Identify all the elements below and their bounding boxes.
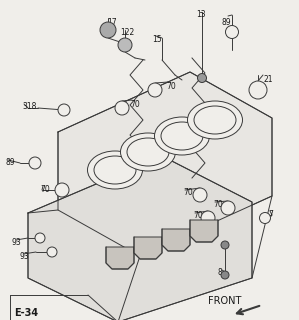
Text: 13: 13	[196, 10, 206, 19]
Text: 70: 70	[193, 211, 203, 220]
Text: 89: 89	[5, 158, 15, 167]
Ellipse shape	[187, 101, 242, 139]
Text: 70: 70	[40, 185, 50, 194]
Text: 70: 70	[166, 82, 176, 91]
Ellipse shape	[155, 117, 210, 155]
Text: 15: 15	[152, 35, 162, 44]
Ellipse shape	[127, 138, 169, 166]
Text: E-34: E-34	[14, 308, 38, 318]
Circle shape	[193, 188, 207, 202]
Text: 122: 122	[120, 28, 134, 37]
Circle shape	[118, 38, 132, 52]
Circle shape	[221, 241, 229, 249]
Circle shape	[29, 157, 41, 169]
Polygon shape	[28, 156, 252, 320]
Circle shape	[225, 26, 239, 38]
Circle shape	[47, 247, 57, 257]
Circle shape	[100, 22, 116, 38]
Polygon shape	[162, 229, 190, 251]
Text: 318: 318	[22, 102, 36, 111]
Circle shape	[172, 230, 181, 239]
Circle shape	[55, 183, 69, 197]
Text: 70: 70	[213, 200, 223, 209]
Circle shape	[260, 212, 271, 223]
Text: 89: 89	[221, 18, 231, 27]
Circle shape	[249, 81, 267, 99]
Text: 70: 70	[183, 188, 193, 197]
Ellipse shape	[94, 156, 136, 184]
Ellipse shape	[120, 133, 176, 171]
Circle shape	[35, 233, 45, 243]
Circle shape	[199, 221, 208, 230]
Text: 70: 70	[130, 100, 140, 109]
Circle shape	[58, 104, 70, 116]
Polygon shape	[58, 72, 272, 256]
Circle shape	[144, 238, 152, 247]
Ellipse shape	[161, 122, 203, 150]
Text: 93: 93	[12, 238, 22, 247]
Text: 93: 93	[20, 252, 30, 261]
Circle shape	[201, 211, 215, 225]
Polygon shape	[190, 220, 218, 242]
Ellipse shape	[88, 151, 143, 189]
Polygon shape	[106, 247, 134, 269]
Ellipse shape	[194, 106, 236, 134]
Circle shape	[221, 271, 229, 279]
Text: 21: 21	[263, 75, 272, 84]
Circle shape	[115, 249, 124, 258]
Circle shape	[198, 74, 207, 83]
Circle shape	[148, 83, 162, 97]
Text: 7: 7	[268, 210, 273, 219]
Polygon shape	[134, 237, 162, 259]
Circle shape	[115, 101, 129, 115]
Text: 17: 17	[107, 18, 117, 27]
Text: FRONT: FRONT	[208, 296, 241, 306]
Circle shape	[221, 201, 235, 215]
Text: 8: 8	[218, 268, 223, 277]
